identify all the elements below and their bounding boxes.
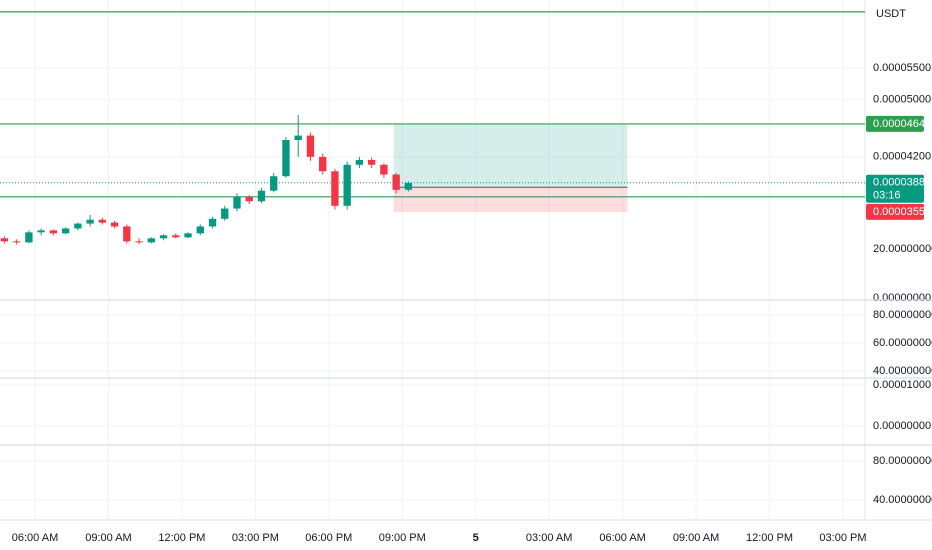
candle-body (319, 156, 327, 172)
candle-body (196, 226, 204, 234)
candle-body (49, 230, 58, 234)
x-tick-label: 06:00 PM (305, 532, 352, 544)
price-box-label: 0.00003554 (873, 206, 931, 218)
y-tick-label: 40.00000000 (873, 494, 932, 506)
candle-body (172, 235, 180, 238)
y-tick-label: 0.00000000 (873, 292, 931, 304)
candle-body (404, 182, 413, 190)
x-tick-label: 12:00 PM (746, 532, 793, 544)
candle-body (221, 208, 229, 219)
currency-label: USDT (876, 8, 906, 20)
y-tick-label: 40.00000000 (873, 365, 932, 377)
y-tick-label: 60.00000000 (873, 337, 932, 349)
candle-body (74, 223, 82, 229)
candle-body (37, 230, 45, 233)
y-tick-label: 20.00000000 (873, 243, 932, 255)
y-tick-label: 0.00005000 (873, 93, 931, 105)
candle-body (0, 238, 9, 242)
stop-zone (393, 187, 628, 212)
candle-body (159, 235, 168, 239)
y-tick-label: 80.00000000 (873, 455, 932, 467)
price-box (866, 203, 924, 220)
countdown-label: 03:16 (873, 190, 901, 202)
x-tick-label: 09:00 AM (85, 532, 131, 544)
price-box-label: 0.00003882 (873, 177, 931, 189)
candle-body (184, 233, 192, 238)
price-box (866, 115, 924, 132)
x-tick-label: 03:00 PM (232, 532, 279, 544)
candle-body (110, 222, 119, 227)
candle-body (257, 190, 266, 202)
x-tick-label: 5 (473, 532, 479, 544)
x-tick-label: 03:00 PM (819, 532, 866, 544)
candle-body (135, 241, 143, 243)
candle-body (25, 232, 33, 243)
candle-body (208, 218, 217, 227)
candle-body (392, 174, 400, 190)
y-tick-label: 0.00001000 (873, 379, 931, 391)
x-tick-label: 06:00 AM (12, 532, 58, 544)
candle-body (61, 228, 70, 234)
x-tick-label: 09:00 AM (673, 532, 719, 544)
x-tick-label: 06:00 AM (599, 532, 645, 544)
price-box (866, 174, 924, 203)
candle-body (367, 159, 376, 165)
y-tick-label: 80.00000000 (873, 309, 932, 321)
candle-body (306, 135, 315, 157)
candle-body (12, 241, 21, 243)
candle-body (270, 176, 278, 191)
x-tick-label: 09:00 PM (379, 532, 426, 544)
candle-body (86, 219, 94, 224)
candle-body (123, 226, 131, 242)
candle-body (233, 196, 241, 209)
x-tick-label: 03:00 AM (526, 532, 572, 544)
candle-body (282, 140, 290, 177)
candle-body (147, 238, 155, 243)
candle-body (98, 219, 107, 223)
y-tick-label: 0.00004200 (873, 151, 931, 163)
candle-body (343, 164, 351, 206)
candle-body (380, 164, 388, 175)
target-zone (393, 123, 628, 188)
candle-body (294, 135, 302, 141)
price-box-label: 0.00004641 (873, 118, 931, 130)
candle-body (331, 171, 339, 206)
candle-body (245, 196, 253, 202)
y-tick-label: 0.00000000 (873, 420, 931, 432)
candle-body (355, 159, 364, 165)
y-tick-label: 0.00005500 (873, 62, 931, 74)
x-tick-label: 12:00 PM (158, 532, 205, 544)
